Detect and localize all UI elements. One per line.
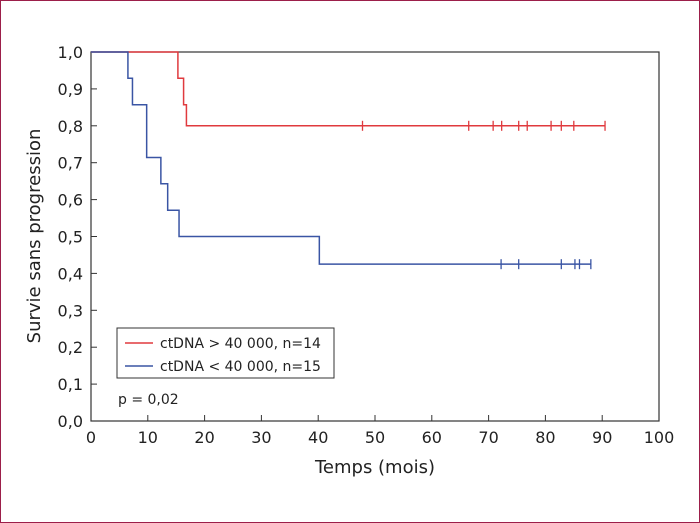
y-tick-label: 0,7 [58, 154, 83, 173]
y-tick-label: 0,2 [58, 338, 83, 357]
x-tick-label: 70 [478, 428, 498, 447]
x-tick-label: 50 [365, 428, 385, 447]
x-tick-label: 40 [308, 428, 328, 447]
y-axis-title: Survie sans progression [24, 129, 45, 344]
x-tick-label: 30 [251, 428, 271, 447]
y-tick-label: 0,3 [58, 301, 83, 320]
x-tick-label: 10 [138, 428, 158, 447]
x-tick-label: 20 [194, 428, 214, 447]
legend: ctDNA > 40 000, n=14 ctDNA < 40 000, n=1… [116, 327, 335, 379]
y-tick-label: 0,6 [58, 191, 83, 210]
x-axis: 0 10 20 30 40 50 60 70 80 90 100 [86, 415, 674, 447]
survival-curves [91, 51, 606, 270]
y-tick-label: 0,0 [58, 412, 83, 431]
y-tick-label: 0,9 [58, 80, 83, 99]
x-tick-label: 80 [535, 428, 555, 447]
x-tick-label: 100 [644, 428, 675, 447]
survival-curve-0 [91, 51, 606, 127]
y-tick-label: 0,5 [58, 228, 83, 247]
y-axis: 0,0 0,1 0,2 0,3 0,4 0,5 0,6 0,7 0,8 0,9 1,0 [58, 43, 97, 431]
x-tick-label: 90 [592, 428, 612, 447]
y-tick-label: 0,8 [58, 117, 83, 136]
x-tick-label: 0 [86, 428, 96, 447]
survival-curve-1 [91, 51, 591, 265]
legend-box [116, 327, 335, 379]
p-value-annotation: p = 0,02 [118, 392, 179, 408]
y-tick-label: 1,0 [58, 43, 83, 62]
y-tick-label: 0,4 [58, 264, 83, 283]
legend-label-low-ctdna: ctDNA < 40 000, n=15 [160, 359, 321, 375]
x-axis-title: Temps (mois) [314, 457, 435, 478]
y-tick-label: 0,1 [58, 375, 83, 394]
x-tick-label: 60 [422, 428, 442, 447]
legend-label-high-ctdna: ctDNA > 40 000, n=14 [160, 336, 321, 352]
